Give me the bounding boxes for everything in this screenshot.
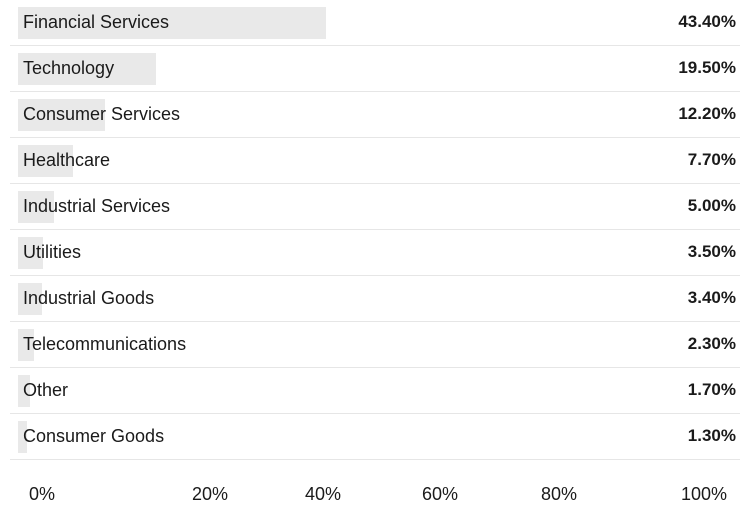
x-tick-label: 20% bbox=[191, 484, 229, 504]
category-label: Consumer Services bbox=[23, 104, 181, 124]
bar bbox=[18, 7, 327, 39]
table-row: Consumer Goods 1.30% bbox=[10, 414, 740, 460]
value-label: 1.30% bbox=[687, 426, 736, 445]
value-label: 7.70% bbox=[687, 150, 736, 169]
category-label: Consumer Goods bbox=[23, 426, 165, 446]
table-row: Healthcare 7.70% bbox=[10, 138, 740, 184]
category-label: Other bbox=[23, 380, 69, 400]
value-label: 3.50% bbox=[687, 242, 736, 261]
x-tick-label: 60% bbox=[421, 484, 459, 504]
category-label: Financial Services bbox=[23, 12, 170, 32]
value-label: 2.30% bbox=[687, 334, 736, 353]
value-label: 12.20% bbox=[678, 104, 736, 123]
bar bbox=[18, 237, 43, 269]
bar bbox=[18, 145, 73, 177]
category-label: Telecommunications bbox=[23, 334, 187, 354]
category-label: Technology bbox=[23, 58, 115, 78]
bar bbox=[18, 375, 31, 407]
table-row: Telecommunications 2.30% bbox=[10, 322, 740, 368]
bar bbox=[18, 421, 28, 453]
value-label: 1.70% bbox=[687, 380, 736, 399]
table-row: Technology 19.50% bbox=[10, 46, 740, 92]
table-row: Other 1.70% bbox=[10, 368, 740, 414]
table-row: Industrial Services 5.00% bbox=[10, 184, 740, 230]
table-row: Industrial Goods 3.40% bbox=[10, 276, 740, 322]
bar bbox=[18, 283, 43, 315]
value-label: 19.50% bbox=[678, 58, 736, 77]
value-label: 5.00% bbox=[687, 196, 736, 215]
category-label: Healthcare bbox=[23, 150, 111, 170]
x-tick-label: 40% bbox=[304, 484, 342, 504]
x-tick-label: 80% bbox=[540, 484, 578, 504]
category-label: Utilities bbox=[23, 242, 82, 262]
bar bbox=[18, 53, 157, 85]
category-label: Industrial Goods bbox=[23, 288, 155, 308]
value-label: 3.40% bbox=[687, 288, 736, 307]
x-tick-label: 0% bbox=[28, 484, 56, 504]
category-label: Industrial Services bbox=[23, 196, 171, 216]
value-label: 43.40% bbox=[678, 12, 736, 31]
bar bbox=[18, 191, 54, 223]
table-row: Consumer Services 12.20% bbox=[10, 92, 740, 138]
x-tick-label: 100% bbox=[680, 484, 728, 504]
bar bbox=[18, 329, 35, 361]
bar bbox=[18, 99, 105, 131]
table-row: Utilities 3.50% bbox=[10, 230, 740, 276]
table-row: Financial Services 43.40% bbox=[10, 0, 740, 46]
